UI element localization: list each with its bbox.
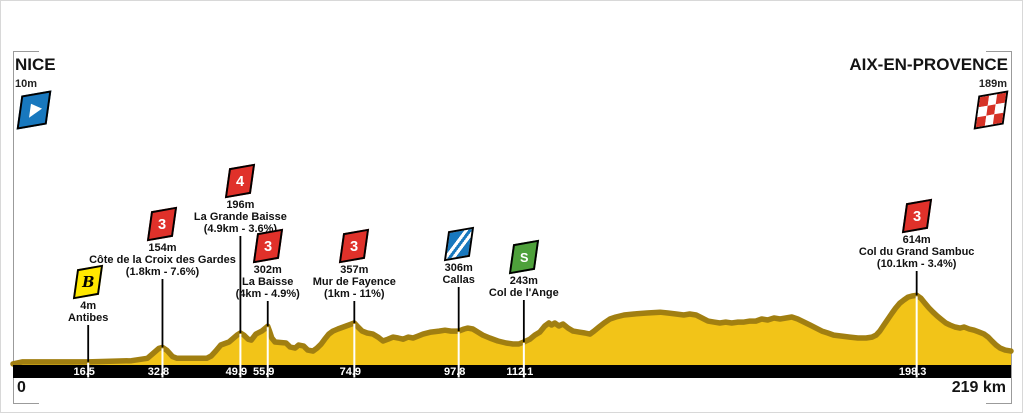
frame-left-line	[13, 51, 14, 404]
profile-area	[13, 295, 1011, 366]
frame-right-line	[1011, 51, 1012, 404]
frame-bottom-right-stub	[986, 403, 1012, 404]
profile-shade-edge	[10, 292, 1014, 367]
distance-bar	[13, 365, 1011, 378]
frame-top-right-stub	[986, 51, 1012, 52]
frame-top-left-stub	[13, 51, 39, 52]
frame-bottom-left-stub	[13, 403, 39, 404]
